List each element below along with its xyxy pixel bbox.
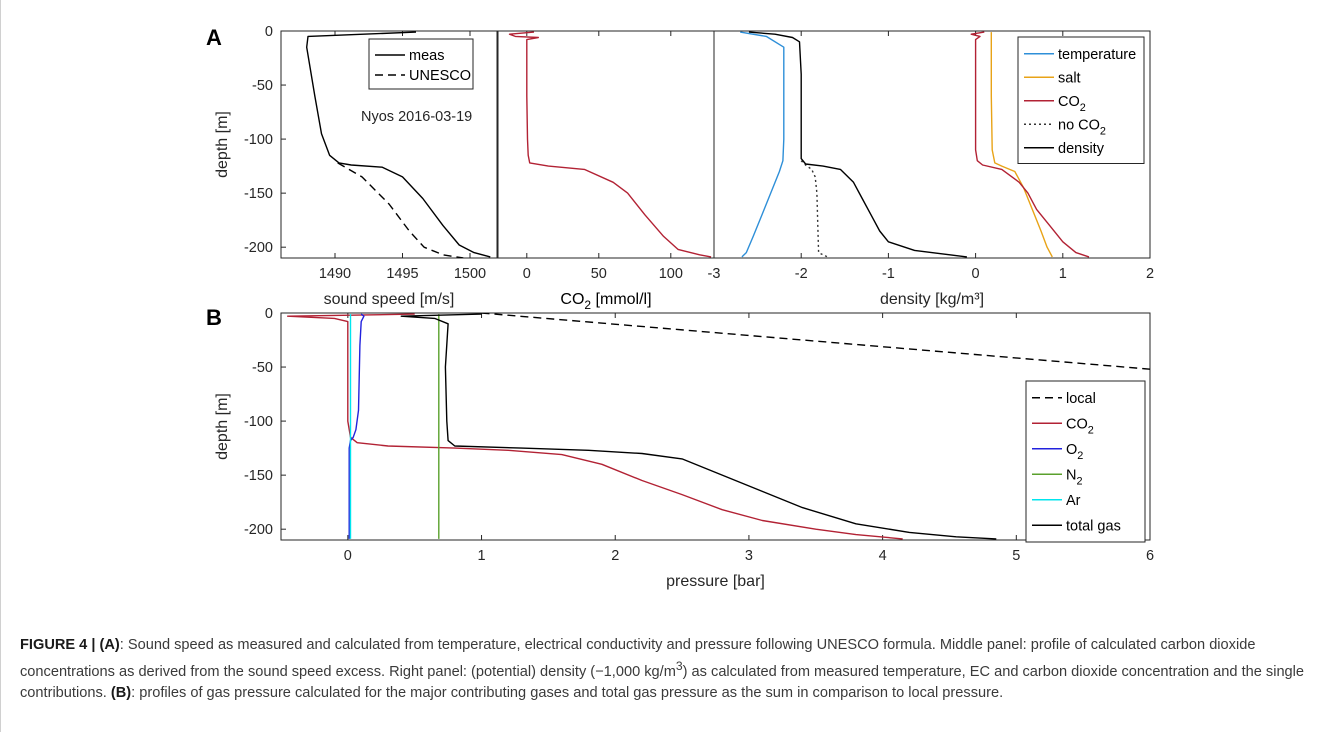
density-series-co2 xyxy=(970,31,1090,258)
gas-pressure-series-total-gas xyxy=(400,313,997,540)
caption-sup: 3 xyxy=(675,659,683,673)
sound-speed-panel: 1490 1495 1500 0 -50 -100 -150 -200 sound speed … xyxy=(214,24,498,308)
density-xtick-label: -2 xyxy=(795,266,808,282)
sound-speed-xtick-label: 1495 xyxy=(386,266,418,282)
panel-b-letter: B xyxy=(206,305,222,330)
gas-pressure-axes-frame xyxy=(280,312,1151,541)
sound-speed-ytick-label: -100 xyxy=(244,132,273,148)
sound-speed-series-meas xyxy=(306,31,491,258)
gas-pressure-series-local xyxy=(481,313,1150,370)
co2-panel: 0 50 100 CO2 [mmol/l] xyxy=(497,30,715,312)
gas-pressure-legend-label-n2: N2 xyxy=(1066,467,1083,487)
figure-frame xyxy=(0,0,1,732)
sound-speed-ytick-label: -200 xyxy=(244,240,273,256)
gas-pressure-legend-label-total-gas: total gas xyxy=(1066,518,1121,534)
gas-pressure-series-co2 xyxy=(287,313,903,540)
density-legend-label-no-co2: no CO2 xyxy=(1058,117,1106,137)
sound-speed-ytick-label: -150 xyxy=(244,186,273,202)
co2-concentration-xtick-label: 50 xyxy=(591,266,607,282)
density-series-salt xyxy=(990,32,1053,258)
gas-pressure-xtick-label: 4 xyxy=(879,548,887,564)
sound-speed-annotation: Nyos 2016-03-19 xyxy=(361,109,472,125)
density-legend-label-co2: CO2 xyxy=(1058,94,1086,114)
density-legend-label-salt: salt xyxy=(1058,70,1081,86)
density-legend-label-temperature: temperature xyxy=(1058,47,1136,63)
density-series-group xyxy=(740,31,1090,258)
co2-concentration-series-group xyxy=(508,31,712,258)
density-xtick-label: 1 xyxy=(1059,266,1067,282)
co2-concentration-xtick-label: 0 xyxy=(523,266,531,282)
density-xtick-label: 2 xyxy=(1146,266,1154,282)
gas-pressure-xtick-label: 5 xyxy=(1012,548,1020,564)
density-panel: -3 -2 -1 0 1 2 density [kg/m³] temperature salt C… xyxy=(708,30,1154,308)
sound-speed-xtick-label: 1490 xyxy=(319,266,351,282)
gas-pressure-xtick-label: 0 xyxy=(344,548,352,564)
caption-lead: FIGURE 4 | (A) xyxy=(20,637,120,653)
gas-pressure-xlabel: pressure [bar] xyxy=(666,573,765,590)
density-xtick-label: 0 xyxy=(972,266,980,282)
gas-pressure-ytick-label: 0 xyxy=(265,306,273,322)
sound-speed-legend-label-unesco: UNESCO xyxy=(409,68,471,84)
density-xlabel: density [kg/m³] xyxy=(880,291,984,308)
gas-pressure-legend-label-ar: Ar xyxy=(1066,493,1081,509)
gas-pressure-xtick-label: 1 xyxy=(477,548,485,564)
gas-pressure-legend xyxy=(1025,380,1146,543)
density-series-no-co2 xyxy=(800,160,828,258)
sound-speed-legend-label-meas: meas xyxy=(409,48,444,64)
sound-speed-legend xyxy=(368,38,474,90)
gas-pressure-xtick-label: 6 xyxy=(1146,548,1154,564)
caption-lead-b: (B) xyxy=(110,684,132,701)
sound-speed-xtick-label: 1500 xyxy=(454,266,486,282)
sound-speed-ylabel: depth [m] xyxy=(214,111,231,178)
co2-concentration-xlabel: CO2 [mmol/l] xyxy=(560,291,651,312)
density-xtick-label: -3 xyxy=(708,266,721,282)
gas-pressure-panel: 0 1 2 3 4 5 6 0 -50 -100 -150 -200 pressure [bar] dep… xyxy=(214,306,1154,590)
gas-pressure-ylabel: depth [m] xyxy=(214,393,231,460)
sound-speed-axes-frame xyxy=(280,30,498,259)
gas-pressure-legend-label-co2: CO2 xyxy=(1066,416,1094,436)
density-legend-label-density: density xyxy=(1058,141,1105,157)
gas-pressure-ytick-label: -150 xyxy=(244,468,273,484)
gas-pressure-legend-label-local: local xyxy=(1066,391,1096,407)
co2-concentration-xtick-label: 100 xyxy=(659,266,683,282)
co2-concentration-series-line-0 xyxy=(508,31,712,258)
sound-speed-ytick-label: 0 xyxy=(265,24,273,40)
gas-pressure-ytick-label: -200 xyxy=(244,522,273,538)
gas-pressure-ytick-label: -100 xyxy=(244,414,273,430)
figure-caption: FIGURE 4 | (A): Sound speed as measured … xyxy=(20,635,1320,704)
gas-pressure-series-group xyxy=(287,313,1150,540)
caption-text-b: : profiles of gas pressure calculated fo… xyxy=(131,684,1004,701)
sound-speed-ytick-label: -50 xyxy=(252,78,273,94)
sound-speed-series-unesco xyxy=(337,162,464,258)
density-xtick-label: -1 xyxy=(882,266,895,282)
gas-pressure-xtick-label: 3 xyxy=(745,548,753,564)
density-series-density xyxy=(748,31,967,258)
caption-text-a: : Sound speed as measured and calculated… xyxy=(20,637,1256,680)
gas-pressure-xtick-label: 2 xyxy=(611,548,619,564)
sound-speed-series-group xyxy=(306,31,491,258)
density-axes-frame xyxy=(713,30,1151,259)
panel-a-letter: A xyxy=(206,25,222,50)
caption-text-a2: ) as calculated from measured temperatur… xyxy=(20,663,1305,701)
gas-pressure-ytick-label: -50 xyxy=(252,360,273,376)
sound-speed-xlabel: sound speed [m/s] xyxy=(324,291,455,308)
density-series-temperature xyxy=(740,31,785,258)
gas-pressure-legend-label-o2: O2 xyxy=(1066,442,1083,462)
